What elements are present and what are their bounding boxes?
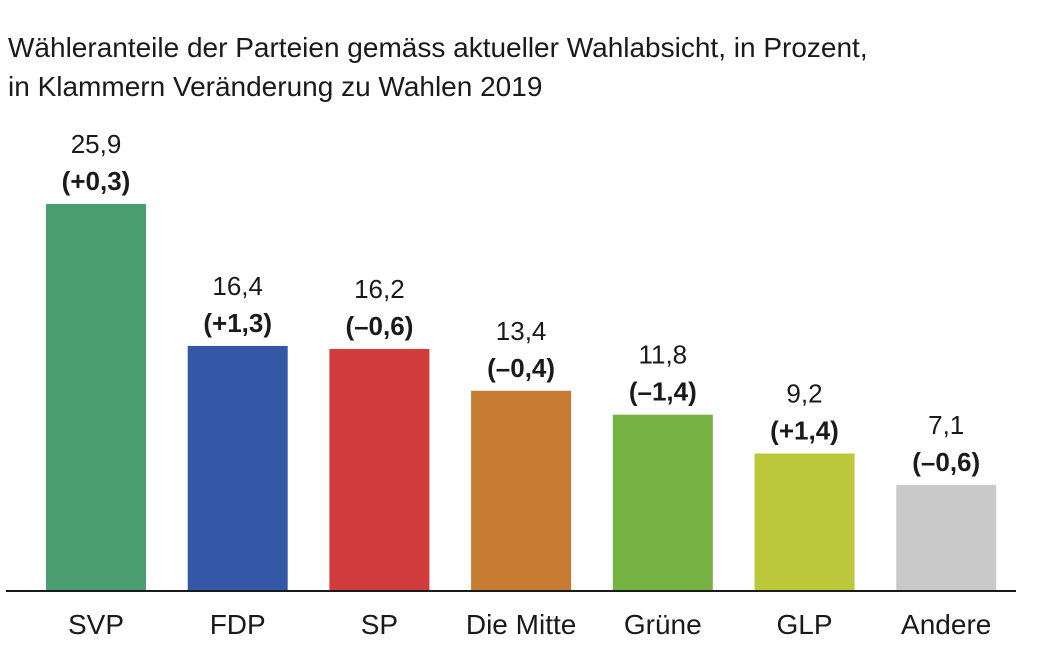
bar-sp bbox=[329, 348, 430, 591]
bar-die-mitte bbox=[471, 390, 572, 591]
category-label: GLP bbox=[776, 609, 832, 640]
bar-glp bbox=[754, 453, 855, 591]
category-label: Die Mitte bbox=[466, 609, 576, 640]
value-label: 16,4 bbox=[212, 271, 263, 301]
change-label: (–0,6) bbox=[912, 447, 980, 477]
chart-title-line-2: in Klammern Veränderung zu Wahlen 2019 bbox=[8, 71, 543, 102]
value-label: 25,9 bbox=[71, 129, 122, 159]
value-label: 13,4 bbox=[496, 316, 547, 346]
value-label: 9,2 bbox=[786, 379, 822, 409]
change-label: (–0,6) bbox=[345, 311, 413, 341]
bar-svp bbox=[46, 204, 146, 591]
change-label: (+1,3) bbox=[203, 308, 272, 338]
bar-andere bbox=[896, 484, 997, 591]
category-label: SVP bbox=[68, 609, 124, 640]
bar-fdp bbox=[187, 345, 288, 591]
change-label: (+0,3) bbox=[62, 166, 131, 196]
chart-title-line-1: Wähleranteile der Parteien gemäss aktuel… bbox=[8, 32, 868, 63]
category-label: SP bbox=[361, 609, 398, 640]
category-label: Andere bbox=[901, 609, 991, 640]
change-label: (–1,4) bbox=[629, 377, 697, 407]
value-label: 16,2 bbox=[354, 274, 405, 304]
chart-title: Wähleranteile der Parteien gemäss aktuel… bbox=[8, 28, 868, 106]
change-label: (+1,4) bbox=[770, 416, 839, 446]
category-label: Grüne bbox=[624, 609, 702, 640]
bar-group bbox=[46, 204, 997, 591]
change-label: (–0,4) bbox=[487, 353, 555, 383]
value-label: 11,8 bbox=[638, 340, 687, 370]
category-label: FDP bbox=[210, 609, 266, 640]
value-label: 7,1 bbox=[928, 410, 964, 440]
label-group: (+0,3) 25,9 SVP (+1,3) 16,4 FDP (–0,6) 16,2 SP (–… bbox=[62, 129, 992, 640]
bar-grüne bbox=[612, 414, 713, 591]
